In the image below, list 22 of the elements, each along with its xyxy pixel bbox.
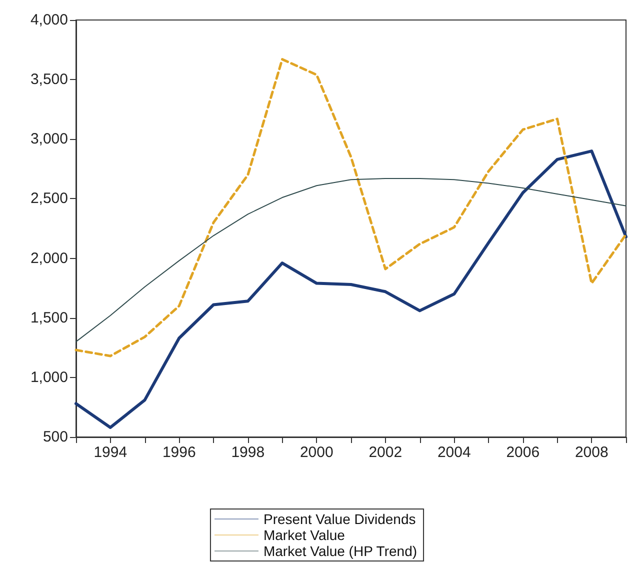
x-tick-label: 2006 bbox=[506, 444, 540, 461]
y-tick-label: 1,500 bbox=[30, 309, 68, 326]
x-tick-label: 1994 bbox=[94, 444, 128, 461]
line-series bbox=[74, 58, 628, 358]
y-tick-label: 3,000 bbox=[30, 130, 68, 148]
legend-label: Present Value Dividends bbox=[263, 511, 416, 527]
x-tick-label: 1998 bbox=[231, 444, 265, 461]
x-tick-label: 2004 bbox=[437, 444, 471, 461]
y-tick-label: 4,000 bbox=[30, 12, 68, 28]
line-series bbox=[74, 150, 628, 429]
legend-label: Market Value (HP Trend) bbox=[263, 543, 418, 559]
x-tick-label: 2002 bbox=[368, 444, 402, 461]
y-tick-label: 2,500 bbox=[30, 190, 68, 208]
x-tick-label: 2000 bbox=[300, 444, 334, 461]
x-tick-label: 1996 bbox=[162, 444, 196, 461]
y-tick-label: 3,500 bbox=[30, 71, 68, 88]
legend-label: Market Value bbox=[263, 527, 346, 543]
y-tick-label: 2,000 bbox=[30, 250, 68, 267]
line-series bbox=[76, 178, 626, 342]
x-tick-label: 2008 bbox=[574, 444, 608, 461]
y-tick-label: 1,000 bbox=[30, 368, 68, 386]
y-tick-label: 500 bbox=[42, 428, 68, 446]
